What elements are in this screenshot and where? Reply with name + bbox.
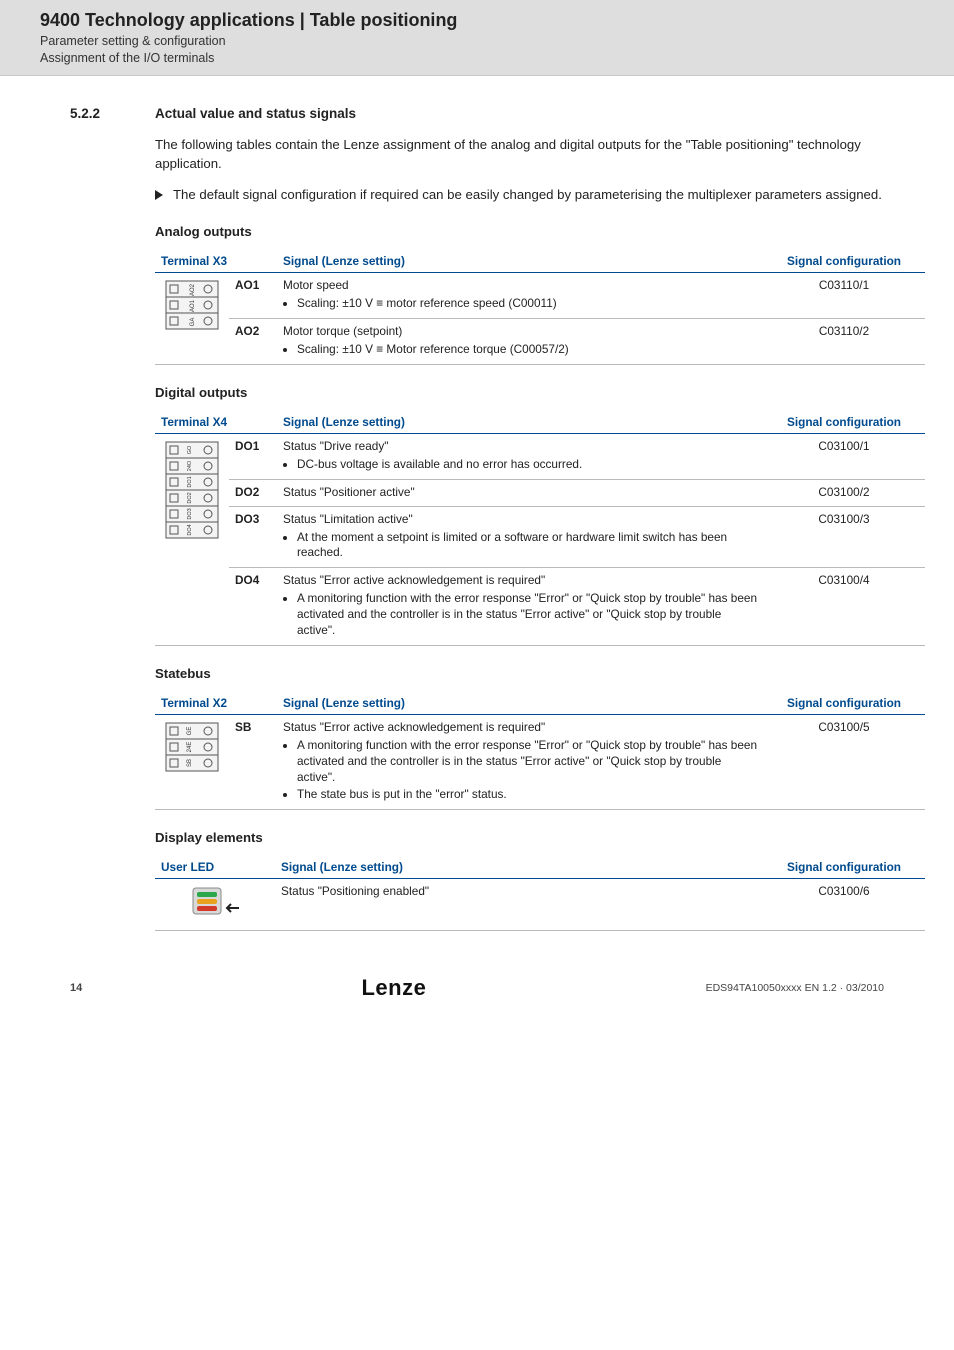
digital-signal: Status "Error active acknowledgement is … [277, 568, 763, 646]
analog-signal: Motor speed Scaling: ±10 V ≡ motor refer… [277, 273, 763, 319]
table-row: GA AO1 AO2 AO1 Motor speed Scaling: ±10 … [155, 273, 925, 319]
digital-signal: Status "Drive ready" DC-bus voltage is a… [277, 433, 763, 479]
doc-subtitle-1: Parameter setting & configuration [40, 33, 914, 50]
svg-text:SB: SB [187, 759, 193, 767]
svg-text:GE: GE [187, 727, 193, 736]
analog-table: Terminal X3 Signal (Lenze setting) Signa… [155, 249, 925, 365]
svg-text:GO: GO [187, 445, 193, 454]
svg-text:AO1: AO1 [190, 300, 196, 313]
analog-pin: AO2 [229, 319, 277, 365]
statebus-table: Terminal X2 Signal (Lenze setting) Signa… [155, 691, 925, 810]
digital-cfg: C03100/4 [763, 568, 925, 646]
terminal-block-icon: GE 24E SB [164, 721, 220, 775]
analog-cfg: C03110/1 [763, 273, 925, 319]
svg-text:GA: GA [190, 318, 196, 327]
doc-reference: EDS94TA10050xxxx EN 1.2 · 03/2010 [706, 982, 884, 994]
section-bullet: The default signal configuration if requ… [155, 185, 884, 204]
section-bullet-text: The default signal configuration if requ… [173, 185, 882, 204]
digital-pin: DO4 [229, 568, 277, 646]
display-th-config: Signal configuration [763, 855, 925, 879]
doc-subtitle-2: Assignment of the I/O terminals [40, 50, 914, 67]
analog-th-config: Signal configuration [763, 249, 925, 273]
terminal-x4-graphic: GO 24O DO1 DO2 DO3 DO4 [155, 433, 229, 645]
digital-table: Terminal X4 Signal (Lenze setting) Signa… [155, 410, 925, 646]
page-footer: 14 Lenze EDS94TA10050xxxx EN 1.2 · 03/20… [0, 951, 954, 1031]
analog-heading: Analog outputs [155, 224, 884, 239]
statebus-heading: Statebus [155, 666, 884, 681]
table-row: GO 24O DO1 DO2 DO3 DO4 DO1 Status "Drive… [155, 433, 925, 479]
terminal-x3-graphic: GA AO1 AO2 [155, 273, 229, 365]
digital-th-config: Signal configuration [763, 410, 925, 434]
display-table: User LED Signal (Lenze setting) Signal c… [155, 855, 925, 931]
digital-pin: DO1 [229, 433, 277, 479]
digital-signal: Status "Positioner active" [277, 479, 763, 506]
svg-text:DO1: DO1 [187, 476, 193, 487]
digital-th-signal: Signal (Lenze setting) [277, 410, 763, 434]
statebus-cfg: C03100/5 [763, 715, 925, 810]
table-row: DO2 Status "Positioner active" C03100/2 [155, 479, 925, 506]
display-signal: Status "Positioning enabled" [275, 878, 763, 930]
digital-cfg: C03100/2 [763, 479, 925, 506]
led-icon [185, 884, 245, 920]
page-content: 5.2.2 Actual value and status signals Th… [0, 76, 954, 951]
table-row: Status "Positioning enabled" C03100/6 [155, 878, 925, 930]
analog-th-terminal: Terminal X3 [155, 249, 277, 273]
statebus-pin: SB [229, 715, 277, 810]
table-row: AO2 Motor torque (setpoint) Scaling: ±10… [155, 319, 925, 365]
triangle-bullet-icon [155, 190, 163, 200]
svg-text:AO2: AO2 [190, 284, 196, 297]
statebus-th-signal: Signal (Lenze setting) [277, 691, 763, 715]
lenze-logo: Lenze [361, 975, 426, 1001]
table-row: DO3 Status "Limitation active" At the mo… [155, 506, 925, 568]
display-cfg: C03100/6 [763, 878, 925, 930]
section-heading: Actual value and status signals [155, 106, 356, 121]
section-heading-row: 5.2.2 Actual value and status signals [70, 106, 884, 121]
digital-cfg: C03100/1 [763, 433, 925, 479]
display-th-signal: Signal (Lenze setting) [275, 855, 763, 879]
page-header: 9400 Technology applications | Table pos… [0, 0, 954, 76]
section-number: 5.2.2 [70, 106, 155, 121]
svg-text:DO3: DO3 [187, 508, 193, 519]
digital-cfg: C03100/3 [763, 506, 925, 568]
analog-th-signal: Signal (Lenze setting) [277, 249, 763, 273]
analog-cfg: C03110/2 [763, 319, 925, 365]
section-intro: The following tables contain the Lenze a… [155, 135, 884, 173]
digital-pin: DO2 [229, 479, 277, 506]
terminal-block-icon: GO 24O DO1 DO2 DO3 DO4 [164, 440, 220, 540]
analog-pin: AO1 [229, 273, 277, 319]
digital-th-terminal: Terminal X4 [155, 410, 277, 434]
digital-signal: Status "Limitation active" At the moment… [277, 506, 763, 568]
statebus-th-config: Signal configuration [763, 691, 925, 715]
display-th-userled: User LED [155, 855, 275, 879]
display-heading: Display elements [155, 830, 884, 845]
statebus-signal: Status "Error active acknowledgement is … [277, 715, 763, 810]
statebus-th-terminal: Terminal X2 [155, 691, 277, 715]
page-number: 14 [70, 982, 82, 994]
svg-text:24O: 24O [187, 460, 193, 471]
terminal-x2-graphic: GE 24E SB [155, 715, 229, 810]
svg-text:DO4: DO4 [187, 524, 193, 535]
svg-text:DO2: DO2 [187, 492, 193, 503]
digital-pin: DO3 [229, 506, 277, 568]
digital-heading: Digital outputs [155, 385, 884, 400]
user-led-graphic [155, 878, 275, 930]
doc-title: 9400 Technology applications | Table pos… [40, 10, 914, 31]
table-row: GE 24E SB SB Status "Error active acknow… [155, 715, 925, 810]
table-row: DO4 Status "Error active acknowledgement… [155, 568, 925, 646]
terminal-block-icon: GA AO1 AO2 [164, 279, 220, 333]
svg-text:24E: 24E [187, 742, 193, 753]
analog-signal: Motor torque (setpoint) Scaling: ±10 V ≡… [277, 319, 763, 365]
